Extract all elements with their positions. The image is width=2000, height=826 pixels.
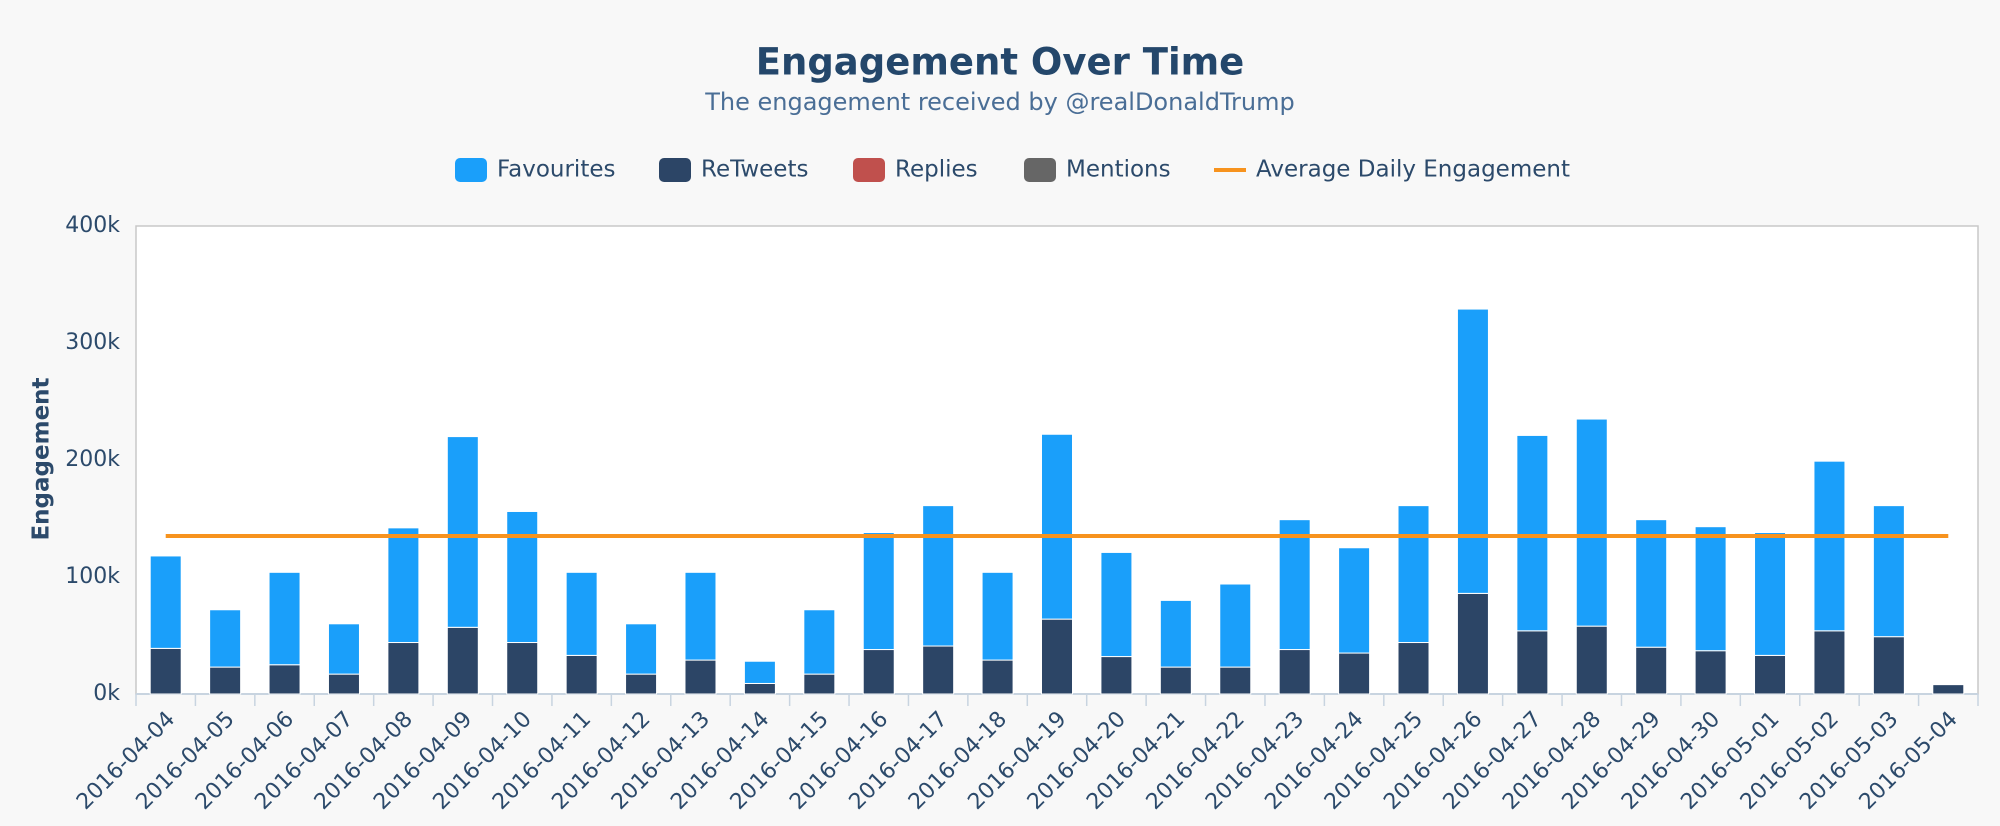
- bar-segment: [1813, 630, 1846, 695]
- bar-segment: [1278, 649, 1311, 695]
- bar-segment: [1041, 618, 1073, 695]
- bar-segment: [268, 571, 301, 666]
- legend-label: Replies: [895, 157, 978, 183]
- y-axis-label: Engagement: [29, 377, 55, 540]
- bar-segment: [981, 659, 1014, 695]
- bar-segment: [1338, 652, 1371, 695]
- bar-segment: [1159, 666, 1192, 695]
- bar-segment: [684, 659, 717, 695]
- bar-segment: [803, 609, 836, 675]
- y-tick-label: 200k: [65, 447, 120, 472]
- legend-swatch: [455, 158, 487, 182]
- bar-segment: [922, 505, 955, 647]
- bar-segment: [1516, 630, 1549, 695]
- bar-segment: [149, 647, 182, 695]
- bar-segment: [1575, 418, 1608, 627]
- bar-segment: [327, 623, 360, 675]
- legend-label: ReTweets: [701, 157, 808, 183]
- bar-segment: [268, 664, 301, 695]
- bar-segment: [1456, 308, 1489, 594]
- bar-segment: [1813, 460, 1846, 632]
- bar-segment: [1219, 666, 1252, 695]
- bar-segment: [1278, 519, 1311, 651]
- bar-segment: [1694, 650, 1727, 695]
- bar-segment: [1397, 505, 1430, 644]
- legend-label: Average Daily Engagement: [1256, 157, 1570, 183]
- bar-segment: [1159, 599, 1192, 668]
- bar-segment: [565, 571, 598, 656]
- bar-segment: [862, 532, 895, 651]
- bar-segment: [1456, 592, 1489, 695]
- y-tick-label: 400k: [65, 213, 120, 238]
- bar-segment: [862, 649, 895, 695]
- y-tick-label: 100k: [65, 564, 120, 589]
- bar-segment: [1100, 551, 1133, 658]
- legend-label: Mentions: [1066, 157, 1171, 183]
- legend-swatch: [853, 158, 885, 182]
- bar-segment: [565, 654, 598, 695]
- bar-segment: [1754, 654, 1787, 695]
- bar-segment: [743, 682, 776, 695]
- bar-segment: [446, 626, 479, 695]
- bar-segment: [684, 571, 717, 661]
- bar-segment: [1754, 532, 1787, 656]
- bar-segment: [1635, 519, 1668, 648]
- chart-title: Engagement Over Time: [756, 41, 1245, 84]
- y-tick-label: 0k: [93, 681, 120, 706]
- bar-segment: [387, 642, 420, 695]
- bar-segment: [743, 660, 776, 684]
- bar-segment: [1635, 646, 1668, 695]
- chart-subtitle: The engagement received by @realDonaldTr…: [704, 88, 1295, 116]
- bar-segment: [209, 609, 242, 668]
- bar-segment: [625, 623, 658, 675]
- bar-segment: [1338, 547, 1371, 654]
- bar-segment: [1516, 434, 1549, 632]
- bar-segment: [149, 555, 182, 649]
- bar-segment: [446, 436, 479, 628]
- legend-label: Favourites: [497, 157, 615, 183]
- bar-segment: [1694, 526, 1727, 652]
- bar-segment: [506, 642, 539, 695]
- bar-segment: [1397, 642, 1430, 695]
- bar-segment: [922, 645, 955, 695]
- bar-segment: [1872, 636, 1905, 695]
- bar-segment: [1041, 433, 1073, 620]
- bar-segment: [506, 510, 539, 644]
- bar-segment: [1872, 505, 1905, 638]
- legend-swatch: [1024, 158, 1056, 182]
- bar-segment: [1100, 656, 1133, 695]
- y-tick-label: 300k: [65, 330, 120, 355]
- bar-segment: [625, 673, 658, 695]
- bar-segment: [1932, 684, 1965, 695]
- bar-segment: [387, 527, 420, 644]
- bar-segment: [1219, 583, 1252, 668]
- bar-segment: [803, 673, 836, 695]
- bar-segment: [981, 571, 1014, 661]
- bar-segment: [327, 673, 360, 695]
- legend-swatch: [659, 158, 691, 182]
- bar-segment: [1575, 625, 1608, 695]
- bar-segment: [209, 666, 242, 695]
